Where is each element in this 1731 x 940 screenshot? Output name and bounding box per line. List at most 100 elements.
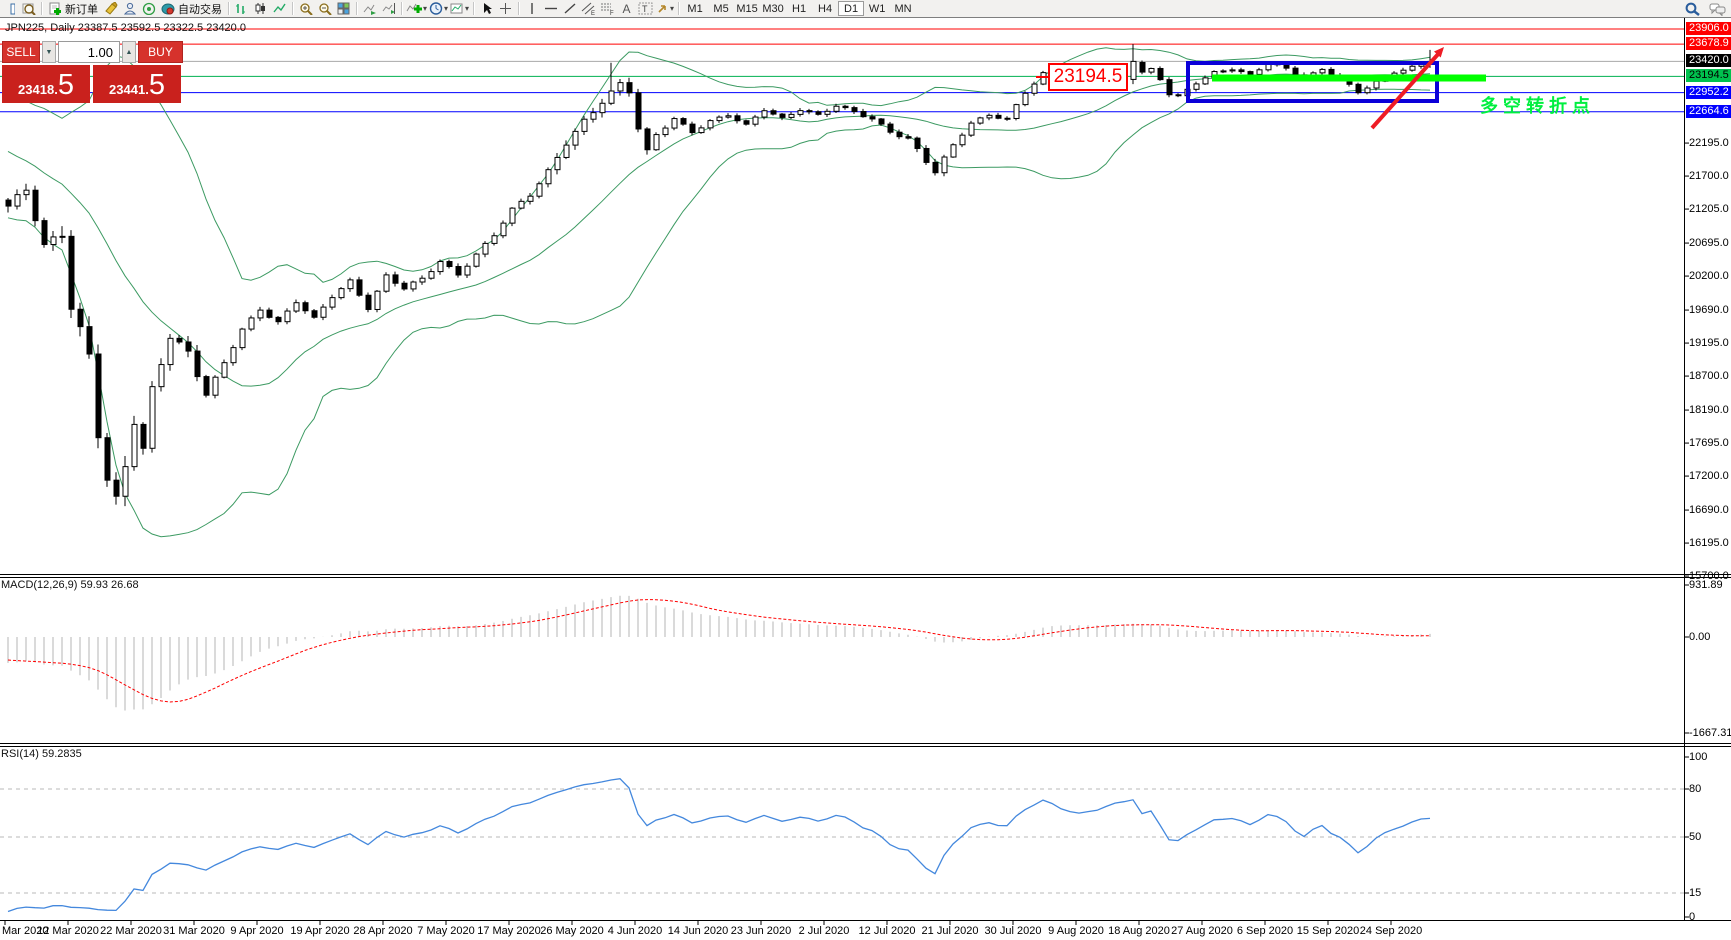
date-axis-label: 23 Jun 2020: [730, 925, 792, 937]
price-callout-box[interactable]: 23194.5: [1048, 63, 1128, 91]
price-level-badge: 23906.0: [1686, 22, 1731, 35]
text-label-icon[interactable]: T: [636, 1, 655, 16]
timeframe-button-h4[interactable]: H4: [818, 2, 833, 15]
buy-button[interactable]: BUY: [138, 41, 183, 63]
templates-icon[interactable]: ▾: [449, 1, 470, 16]
buy-price-panel[interactable]: 23441. 5: [93, 65, 181, 103]
rsi-indicator-label: RSI(14) 59.2835: [1, 748, 82, 760]
timeframe-button-m15[interactable]: M15: [736, 2, 758, 15]
new-order-icon[interactable]: [45, 1, 64, 16]
price-callout-tick: [1036, 76, 1048, 78]
price-axis-label: 18700.0: [1689, 370, 1729, 383]
sell-price-pips: 5: [57, 69, 74, 101]
volume-increase-button[interactable]: ▲: [122, 41, 136, 63]
candlestick-chart-icon[interactable]: [251, 1, 270, 16]
volume-decrease-button[interactable]: ▼: [42, 41, 56, 63]
toolbar-separator: [473, 2, 475, 15]
auto-trading-icon[interactable]: [158, 1, 177, 16]
auto-trading-label[interactable]: 自动交易: [178, 3, 222, 16]
price-axis-label: 17695.0: [1689, 437, 1729, 450]
add-indicator-icon[interactable]: ▾: [405, 1, 428, 16]
timeframe-button-w1[interactable]: W1: [868, 2, 886, 15]
timeframe-button-d1[interactable]: D1: [838, 1, 865, 16]
chart-window-icon[interactable]: [0, 1, 19, 16]
cursor-icon[interactable]: [477, 1, 496, 16]
tile-windows-icon[interactable]: [334, 1, 353, 16]
price-level-badge: 23678.9: [1686, 37, 1731, 51]
date-axis-label: 15 Sep 2020: [1296, 925, 1360, 937]
new-order-label[interactable]: 新订单: [65, 3, 98, 16]
buy-price-pips: 5: [148, 69, 165, 101]
date-axis-label: 27 Aug 2020: [1171, 925, 1233, 937]
timeframe-button-m5[interactable]: M5: [713, 2, 729, 15]
date-axis-label: 9 Apr 2020: [230, 925, 284, 937]
date-axis-label: 7 May 2020: [417, 925, 475, 937]
rsi-axis-label: 50: [1689, 831, 1702, 843]
periods-clock-icon[interactable]: ▾: [428, 1, 449, 16]
trendline-icon[interactable]: [560, 1, 579, 16]
text-icon[interactable]: A: [622, 1, 631, 16]
chat-icon[interactable]: [1708, 1, 1727, 16]
svg-text:T: T: [642, 4, 648, 14]
volume-input[interactable]: [58, 41, 120, 63]
price-axis-label: 16195.0: [1689, 537, 1729, 550]
zoom-out-icon[interactable]: [315, 1, 334, 16]
date-axis-label: 31 Mar 2020: [163, 925, 225, 937]
preview-magnifier-icon[interactable]: [19, 1, 38, 16]
profile-icon[interactable]: [120, 1, 139, 16]
horizontal-line-icon[interactable]: [541, 1, 560, 16]
price-axis-label: 20200.0: [1689, 270, 1729, 283]
chart-title: JPN225, Daily 23387.5 23592.5 23322.5 23…: [5, 22, 246, 34]
toolbar-right: [1683, 0, 1727, 17]
line-chart-icon[interactable]: [270, 1, 289, 16]
rsi-axis-label: 100: [1689, 751, 1708, 763]
macd-axis-label: -1667.31: [1689, 727, 1731, 739]
date-axis-label: 18 Aug 2020: [1108, 925, 1170, 937]
toolbar-separator: [356, 2, 357, 15]
timeframe-button-m1[interactable]: M1: [687, 2, 703, 15]
date-axis-label: 12 Mar 2020: [37, 925, 99, 937]
price-axis-label: 21205.0: [1689, 203, 1729, 216]
vertical-line-icon[interactable]: [522, 1, 541, 16]
chart-shift-icon[interactable]: [379, 1, 398, 16]
signal-icon[interactable]: [139, 1, 158, 16]
price-level-badge: 22952.2: [1686, 85, 1731, 99]
zoom-in-icon[interactable]: [296, 1, 315, 16]
date-axis-label: 2 Jul 2020: [798, 925, 850, 937]
price-level-badge: 23420.0: [1686, 54, 1731, 68]
date-axis-label: 6 Sep 2020: [1236, 925, 1294, 937]
date-axis-label: 17 May 2020: [477, 925, 541, 937]
cleanup-icon[interactable]: [101, 1, 120, 16]
dropdown-arrow-icon: ▾: [444, 4, 449, 13]
crosshair-icon[interactable]: [496, 1, 515, 16]
bar-chart-icon[interactable]: [232, 1, 251, 16]
search-icon[interactable]: [1683, 1, 1702, 16]
buy-price-main: 23441.: [109, 82, 149, 97]
sell-button[interactable]: SELL: [2, 41, 40, 63]
price-axis-label: 15700.0: [1689, 570, 1729, 583]
macd-axis-label: 931.89: [1689, 579, 1723, 591]
timeframe-bar: M1 M5 M15 M30 H1 H4 D1 W1 MN: [682, 1, 916, 16]
price-level-badge: 22664.6: [1686, 104, 1731, 118]
fibonacci-icon[interactable]: F: [598, 1, 617, 16]
toolbar-separator: [41, 2, 42, 15]
toolbar-separator: [292, 2, 293, 15]
timeframe-button-h1[interactable]: H1: [792, 2, 807, 15]
timeframe-button-m30[interactable]: M30: [762, 2, 784, 15]
auto-scroll-icon[interactable]: [360, 1, 379, 16]
timeframe-button-mn[interactable]: MN: [894, 2, 912, 15]
toolbar-separator: [518, 2, 520, 15]
dropdown-arrow-icon: ▾: [465, 4, 470, 13]
sell-price-panel[interactable]: 23418. 5: [2, 65, 90, 103]
date-axis-label: 19 Apr 2020: [290, 925, 350, 937]
triangle-down-icon: ▼: [45, 48, 53, 56]
one-click-trading-widget: SELL ▼ ▲ BUY 23418.5 23441.5: [2, 41, 186, 103]
macd-indicator-label: MACD(12,26,9) 59.93 26.68: [1, 579, 139, 591]
arrows-icon[interactable]: ▾: [655, 1, 675, 16]
date-axis-label: 9 Aug 2020: [1048, 925, 1104, 937]
equidistant-channel-icon[interactable]: E: [579, 1, 598, 16]
rsi-axis-label: 15: [1689, 887, 1702, 899]
price-axis-label: 19690.0: [1689, 304, 1729, 317]
